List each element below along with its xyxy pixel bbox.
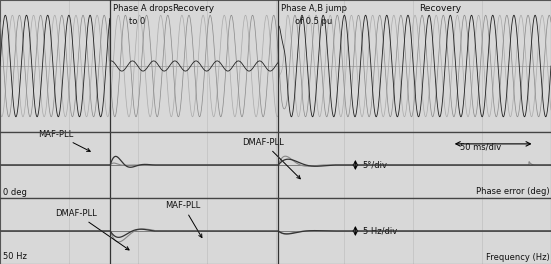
Text: DMAF-PLL: DMAF-PLL — [55, 209, 129, 250]
Text: Phase A,B jump: Phase A,B jump — [281, 4, 347, 13]
Text: DMAF-PLL: DMAF-PLL — [242, 138, 300, 179]
Text: MAF-PLL: MAF-PLL — [165, 201, 202, 238]
Text: 5°/div: 5°/div — [363, 161, 387, 169]
Text: Recovery: Recovery — [419, 4, 461, 13]
Text: Recovery: Recovery — [172, 4, 214, 13]
Text: 5 Hz/div: 5 Hz/div — [363, 227, 397, 235]
Text: Phase A drops: Phase A drops — [113, 4, 173, 13]
Text: MAF-PLL: MAF-PLL — [39, 130, 90, 151]
Text: 0 deg: 0 deg — [3, 188, 26, 197]
Text: Phase error (deg): Phase error (deg) — [476, 187, 550, 196]
Text: 50 ms/div: 50 ms/div — [460, 143, 501, 152]
Text: of 0.5 pu: of 0.5 pu — [295, 17, 332, 26]
Text: to 0: to 0 — [129, 17, 145, 26]
Text: 50 Hz: 50 Hz — [3, 252, 26, 261]
Text: Frequency (Hz): Frequency (Hz) — [486, 253, 550, 262]
